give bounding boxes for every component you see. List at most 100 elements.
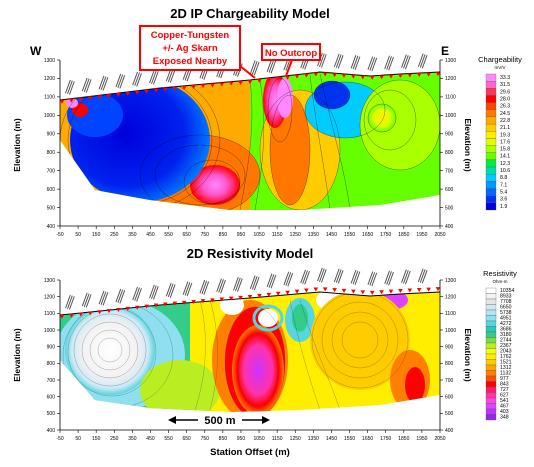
electrode-marker (106, 309, 112, 314)
station-label-glyph (384, 270, 390, 284)
station-label-glyph (335, 269, 342, 283)
station-label-glyph (199, 279, 206, 294)
legend-label: 2043 (500, 348, 512, 354)
station-label-glyph (102, 77, 109, 91)
electrode-marker (351, 74, 356, 79)
bottom-legend: 1035489337708665057384951427236863180274… (485, 287, 515, 420)
electrode-marker (97, 95, 102, 100)
station-label (333, 268, 344, 284)
station-label-glyph (321, 54, 327, 68)
legend-label: 627 (500, 392, 509, 398)
station-label-glyph (419, 54, 426, 68)
station-label-glyph (167, 283, 174, 298)
station-label-glyph (153, 286, 159, 300)
legend-swatch (485, 95, 497, 103)
electrode-marker (153, 303, 159, 308)
station-label-glyph (319, 268, 325, 282)
station-label-glyph (184, 282, 191, 296)
legend-swatch (485, 188, 497, 196)
x-tick-label: 1750 (380, 436, 391, 442)
station-label-glyph (136, 288, 142, 302)
legend-swatch (485, 337, 497, 344)
electrode-marker (59, 314, 65, 319)
bottom-model-fill (60, 292, 440, 412)
x-tick-label: 1850 (398, 436, 409, 442)
legend-label: 22.8 (500, 118, 510, 124)
station-label-glyph (98, 290, 105, 305)
bottom-ylabel-left: Elevation (m) (12, 328, 22, 382)
legend-swatch (485, 174, 497, 182)
y-tick-label: 700 (445, 378, 454, 384)
station-label-glyph (285, 272, 292, 286)
station-label-glyph (102, 292, 109, 306)
callout-line-1: Copper-Tungsten (151, 30, 230, 41)
legend-swatch (485, 353, 497, 360)
y-tick-label: 900 (47, 344, 56, 350)
legend-swatch (485, 131, 497, 139)
legend-swatch (485, 73, 497, 82)
electrode-marker (144, 304, 149, 309)
legend-swatch (485, 159, 497, 168)
electrode-marker (87, 311, 93, 316)
x-tick-label: 1150 (272, 232, 283, 238)
electrode-marker (191, 300, 196, 305)
electrode-marker (266, 292, 272, 297)
y-tick-label: 1000 (445, 113, 456, 119)
electrode-marker (210, 298, 215, 303)
legend-label: 26.3 (500, 104, 510, 110)
station-label-glyph (85, 294, 92, 308)
legend-label: 10.6 (500, 168, 510, 174)
y-tick-label: 400 (445, 428, 454, 434)
legend-label: 28.0 (500, 96, 510, 102)
station-label-glyph (350, 55, 357, 69)
legend-swatch (485, 375, 497, 382)
station-label (401, 269, 411, 285)
electrode-marker (332, 73, 337, 78)
legend-swatch (485, 359, 497, 366)
x-tick-label: 1050 (253, 232, 264, 238)
legend-label: 2367 (500, 343, 512, 349)
y-tick-label: 900 (47, 132, 56, 138)
station-label-glyph (65, 294, 71, 309)
legend-label: 843 (500, 381, 509, 387)
legend-swatch (485, 298, 497, 305)
x-tick-label: 450 (146, 232, 155, 238)
electrode-marker (97, 310, 102, 315)
electrode-marker (210, 83, 215, 88)
x-tick-label: 450 (146, 436, 155, 442)
electrode-marker (435, 72, 441, 77)
station-label (165, 282, 176, 298)
station-label (132, 71, 142, 87)
legend-label: 1521 (500, 359, 512, 365)
bottom-legend-unit: Ohm-m (493, 279, 508, 284)
x-tick-label: 250 (110, 232, 119, 238)
legend-swatch (485, 309, 497, 316)
legend-swatch (485, 109, 497, 118)
legend-swatch (485, 181, 497, 189)
station-label-glyph (98, 75, 105, 90)
x-tick-label: 350 (128, 436, 137, 442)
station-label-glyph (354, 271, 361, 285)
legend-label: 5738 (500, 310, 512, 316)
station-label-glyph (136, 73, 142, 87)
bottom-y-ticks-left: 1300 1200 1100 1000 900 800 700 600 500 400 (44, 278, 60, 434)
x-tick-label: 1150 (272, 436, 283, 442)
legend-swatch (485, 102, 497, 110)
electrode-marker (238, 80, 243, 85)
y-tick-label: 1300 (445, 278, 456, 284)
station-label (165, 67, 176, 83)
legend-label: 10354 (500, 288, 515, 294)
y-tick-label: 1200 (44, 294, 55, 300)
y-tick-label: 700 (47, 168, 56, 174)
station-label-glyph (417, 53, 424, 68)
station-label (115, 73, 126, 89)
station-label-glyph (270, 59, 277, 74)
station-label-glyph (233, 276, 239, 291)
bottom-y-ticks-right: 1300 1200 1100 1000 900 800 700 600 500 400 (440, 278, 456, 434)
legend-label: 17.6 (500, 139, 510, 145)
electrode-marker (78, 312, 84, 317)
electrode-marker (416, 288, 422, 293)
station-label-glyph (317, 267, 323, 282)
top-x-ticks: -50 50 150 250 350 450 550 650 750 850 950 1050 1150… (56, 226, 446, 238)
y-tick-label: 600 (445, 394, 454, 400)
